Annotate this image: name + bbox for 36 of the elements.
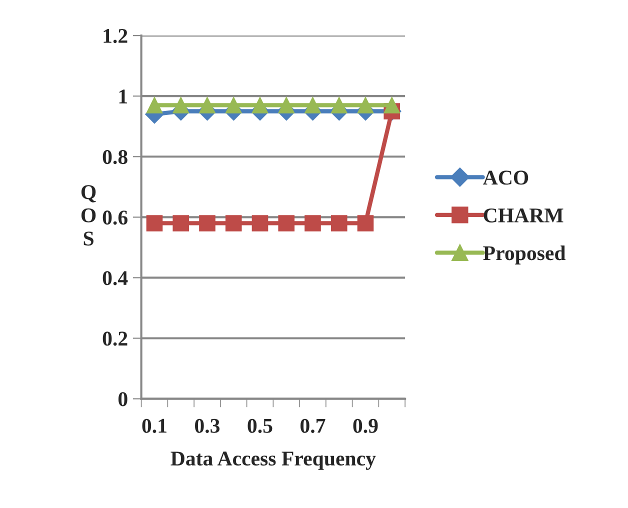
point <box>172 97 190 114</box>
y-tick-label: 0.6 <box>102 210 128 225</box>
x-tick-label: 0.1 <box>142 418 166 433</box>
legend-label: Proposed <box>483 246 566 264</box>
point <box>330 215 348 232</box>
point <box>252 215 268 232</box>
point <box>225 215 242 232</box>
point <box>146 215 163 232</box>
point <box>278 97 295 114</box>
x-tick-label: 0.5 <box>248 418 272 433</box>
point <box>278 215 295 232</box>
x-axis-title: Data Access Frequency <box>170 452 376 470</box>
x-tick-label: 0.9 <box>353 418 378 433</box>
point <box>304 215 321 232</box>
y-tick-label: 0.2 <box>102 332 128 346</box>
point <box>252 97 268 114</box>
point <box>330 97 348 114</box>
point <box>357 97 374 114</box>
y-axis-title: QOS <box>81 185 96 246</box>
y-tick-label: 0.4 <box>102 271 128 286</box>
point <box>172 215 190 232</box>
point <box>199 97 216 114</box>
x-tick-label: 0.3 <box>195 418 220 433</box>
y-tick-label: 0 <box>118 392 128 406</box>
point <box>146 97 163 114</box>
y-tick-label: 0.8 <box>102 150 128 164</box>
point <box>357 215 374 232</box>
legend-label: ACO <box>483 170 528 185</box>
point <box>304 97 321 114</box>
x-tick-label: 0.7 <box>300 418 326 433</box>
legend-label: CHARM <box>484 208 564 222</box>
y-tick-label: 1 <box>119 90 128 104</box>
point <box>384 97 400 114</box>
point <box>199 215 216 232</box>
y-tick-label: 1.2 <box>104 28 128 44</box>
point <box>225 97 242 114</box>
